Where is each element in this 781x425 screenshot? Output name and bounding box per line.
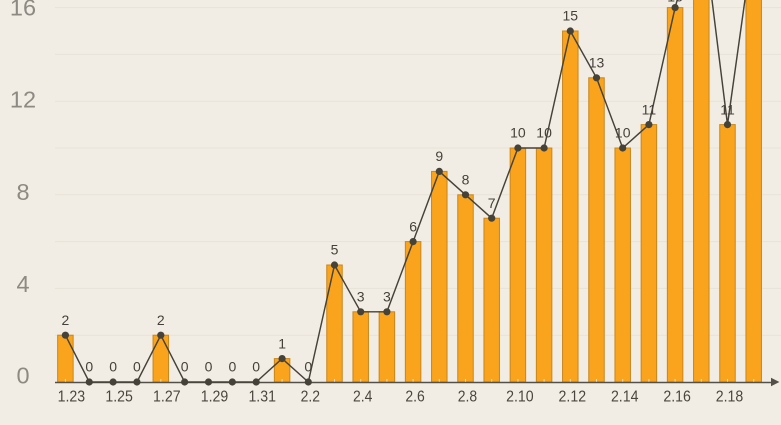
svg-text:3: 3 xyxy=(357,289,365,305)
svg-text:2.18: 2.18 xyxy=(716,389,744,406)
svg-text:0: 0 xyxy=(133,359,141,375)
svg-text:3: 3 xyxy=(383,289,391,305)
svg-text:2: 2 xyxy=(157,312,165,328)
svg-text:0: 0 xyxy=(109,359,117,375)
svg-text:2.6: 2.6 xyxy=(405,389,424,406)
svg-text:1.27: 1.27 xyxy=(153,389,181,406)
svg-text:11: 11 xyxy=(642,101,657,117)
svg-text:1.31: 1.31 xyxy=(248,389,276,406)
svg-text:2.14: 2.14 xyxy=(611,389,639,406)
svg-text:5: 5 xyxy=(331,242,339,258)
svg-text:6: 6 xyxy=(409,218,417,234)
svg-text:0: 0 xyxy=(205,359,213,375)
svg-text:11: 11 xyxy=(720,101,735,117)
svg-text:1: 1 xyxy=(278,335,286,351)
svg-text:2.10: 2.10 xyxy=(506,389,534,406)
svg-text:10: 10 xyxy=(510,125,526,141)
svg-text:1.29: 1.29 xyxy=(201,389,229,406)
svg-text:13: 13 xyxy=(589,55,605,71)
svg-text:2.8: 2.8 xyxy=(458,389,477,406)
svg-text:1.25: 1.25 xyxy=(105,389,133,406)
svg-text:0: 0 xyxy=(228,359,236,375)
svg-text:2: 2 xyxy=(62,312,70,328)
svg-text:1.23: 1.23 xyxy=(58,389,86,406)
svg-text:8: 8 xyxy=(16,179,29,205)
svg-text:2.2: 2.2 xyxy=(301,389,320,406)
svg-text:2.4: 2.4 xyxy=(353,389,372,406)
svg-text:10: 10 xyxy=(536,125,552,141)
svg-text:16: 16 xyxy=(667,0,683,5)
svg-text:7: 7 xyxy=(488,195,496,211)
svg-text:16: 16 xyxy=(10,0,36,21)
svg-text:10: 10 xyxy=(615,125,631,141)
svg-text:12: 12 xyxy=(10,86,36,112)
svg-text:0: 0 xyxy=(85,359,93,375)
svg-text:8: 8 xyxy=(462,172,470,188)
svg-text:0: 0 xyxy=(304,359,312,375)
svg-text:4: 4 xyxy=(16,271,29,297)
svg-text:2.16: 2.16 xyxy=(663,389,691,406)
svg-text:15: 15 xyxy=(563,8,579,24)
svg-text:2.12: 2.12 xyxy=(559,389,587,406)
svg-text:0: 0 xyxy=(181,359,189,375)
svg-text:9: 9 xyxy=(435,148,443,164)
svg-text:0: 0 xyxy=(252,359,260,375)
svg-text:0: 0 xyxy=(16,363,29,389)
